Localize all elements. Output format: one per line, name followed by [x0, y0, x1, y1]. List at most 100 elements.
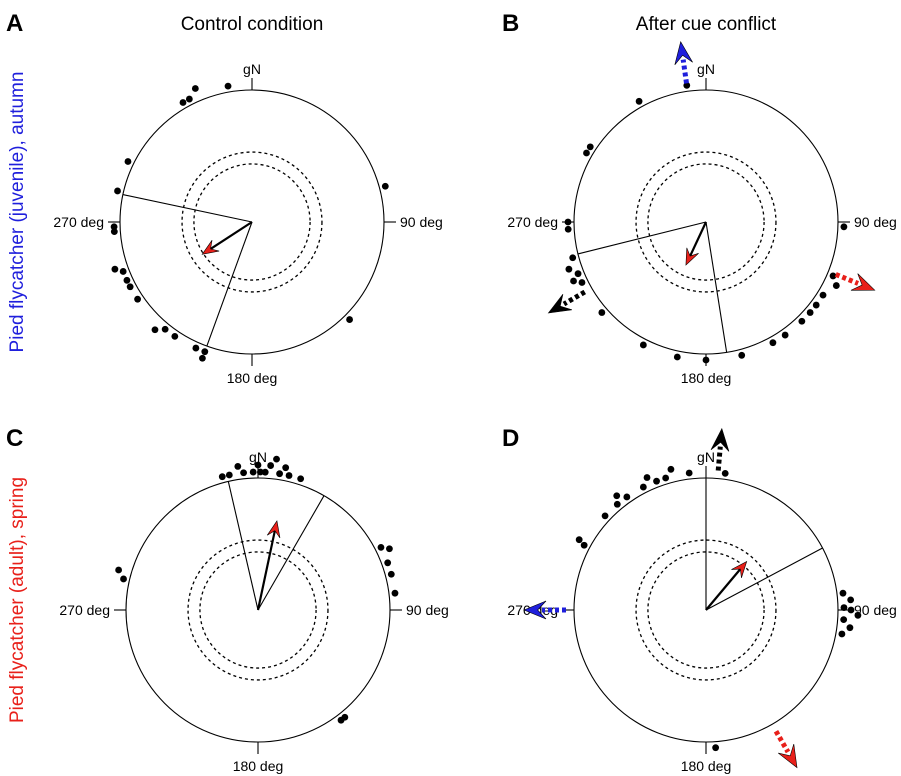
expected-direction-arrowhead-blue: [674, 40, 693, 65]
bird-direction-dot: [819, 291, 827, 299]
bird-direction-dot: [120, 575, 127, 583]
direction-label-south: 180 deg: [681, 758, 732, 774]
bird-direction-dot: [337, 716, 345, 724]
mean-vector-shaft: [209, 221, 253, 250]
expected-direction-arrowhead-black: [547, 294, 573, 314]
panel-letter-b: B: [502, 10, 519, 37]
bird-direction-dot: [683, 81, 691, 89]
bird-direction-dot: [254, 461, 262, 469]
circular-plot-b: gN 90 deg 180 deg 270 deg: [507, 40, 897, 386]
confidence-interval-line-2: [257, 495, 325, 611]
significance-circle-1: [647, 163, 765, 281]
bird-direction-dot: [854, 611, 862, 619]
column-title-control: Control condition: [181, 14, 324, 35]
mean-vector-shaft: [256, 530, 276, 611]
significance-circle-2: [635, 151, 777, 293]
bird-direction-dot: [639, 341, 647, 349]
bird-direction-dot: [653, 477, 660, 485]
bird-direction-dot: [126, 283, 134, 291]
direction-label-west: 270 deg: [59, 602, 110, 618]
bird-direction-dot: [721, 469, 729, 477]
bird-direction-dot: [832, 282, 840, 289]
direction-label-north: gN: [697, 61, 715, 77]
expected-direction-blue: [680, 59, 689, 84]
expected-direction-arrowhead-blue: [523, 600, 547, 620]
bird-direction-dot: [384, 559, 392, 567]
bird-direction-dot: [623, 493, 631, 501]
bird-direction-dot: [199, 354, 206, 362]
expected-direction-arrowhead-red: [850, 273, 876, 291]
bird-direction-dot: [738, 351, 746, 359]
significance-circle-2: [181, 151, 323, 293]
bird-direction-dot: [377, 543, 385, 551]
expected-direction-red: [834, 272, 859, 286]
bird-direction-dot: [570, 277, 577, 285]
bird-direction-dot: [601, 512, 609, 520]
bird-direction-dot: [257, 468, 264, 476]
confidence-interval-line-2: [577, 221, 707, 255]
mean-vector-shaft: [689, 221, 707, 257]
bird-direction-dot: [224, 82, 232, 90]
bird-direction-dot: [234, 463, 242, 470]
panel-letter-a: A: [6, 10, 23, 37]
bird-direction-dot: [297, 475, 305, 483]
significance-circle-2: [187, 539, 329, 681]
bird-direction-dot: [578, 279, 586, 286]
bird-direction-dot: [111, 265, 119, 273]
bird-direction-dot: [812, 301, 820, 309]
bird-direction-dot: [387, 570, 395, 578]
bird-direction-dot: [613, 492, 621, 500]
row-label-adult-spring: Pied flycatcher (adult), spring: [7, 477, 28, 723]
bird-direction-dot: [134, 295, 141, 303]
bird-direction-dot: [391, 589, 399, 597]
bird-direction-dot: [201, 348, 209, 356]
bird-direction-dot: [249, 468, 257, 476]
circular-plot-c: gN 90 deg 180 deg 270 deg: [59, 449, 448, 774]
bird-direction-dot: [586, 143, 594, 151]
direction-label-south: 180 deg: [681, 370, 732, 386]
significance-circle-1: [193, 163, 311, 281]
panel-letter-d: D: [502, 425, 519, 452]
direction-label-north: gN: [249, 449, 267, 465]
bird-direction-dot: [565, 265, 573, 273]
direction-label-north: gN: [243, 61, 261, 77]
row-label-juvenile-autumn: Pied flycatcher (juvenile), autumn: [7, 72, 28, 353]
mean-vector-arrowhead: [201, 240, 220, 255]
direction-label-south: 180 deg: [227, 370, 278, 386]
bird-direction-dot: [123, 276, 131, 284]
bird-direction-dot: [806, 309, 814, 316]
bird-direction-dot: [702, 356, 710, 364]
confidence-interval-line-2: [122, 194, 253, 223]
direction-label-west: 270 deg: [507, 214, 558, 230]
bird-direction-dot: [769, 339, 777, 347]
bird-direction-dot: [598, 309, 606, 316]
bird-direction-dot: [613, 500, 621, 508]
bird-direction-dot: [712, 744, 720, 752]
bird-direction-dot: [386, 545, 393, 553]
bird-direction-dot: [838, 630, 846, 638]
bird-direction-dot: [781, 331, 789, 339]
bird-direction-dot: [119, 268, 127, 275]
bird-direction-dot: [282, 464, 290, 472]
bird-direction-dot: [192, 344, 200, 352]
bird-direction-dot: [643, 474, 651, 481]
direction-label-west: 270 deg: [53, 214, 104, 230]
bird-direction-dot: [569, 254, 577, 262]
bird-direction-dot: [840, 604, 848, 611]
bird-direction-dot: [564, 218, 572, 226]
bird-direction-dot: [267, 462, 275, 469]
direction-label-east: 90 deg: [406, 602, 449, 618]
bird-direction-dot: [114, 187, 121, 195]
bird-direction-dot: [635, 97, 643, 105]
direction-label-east: 90 deg: [400, 214, 443, 230]
bird-direction-dot: [124, 158, 132, 165]
bird-direction-dot: [575, 536, 583, 544]
bird-direction-dot: [151, 326, 159, 334]
expected-direction-arrowhead-red: [778, 743, 798, 769]
bird-direction-dot: [574, 270, 582, 278]
bird-direction-dot: [346, 316, 353, 323]
bird-direction-dot: [171, 333, 179, 340]
mean-vector-shaft: [705, 568, 742, 611]
significance-circle-2: [635, 539, 777, 681]
bird-direction-dot: [240, 469, 247, 477]
